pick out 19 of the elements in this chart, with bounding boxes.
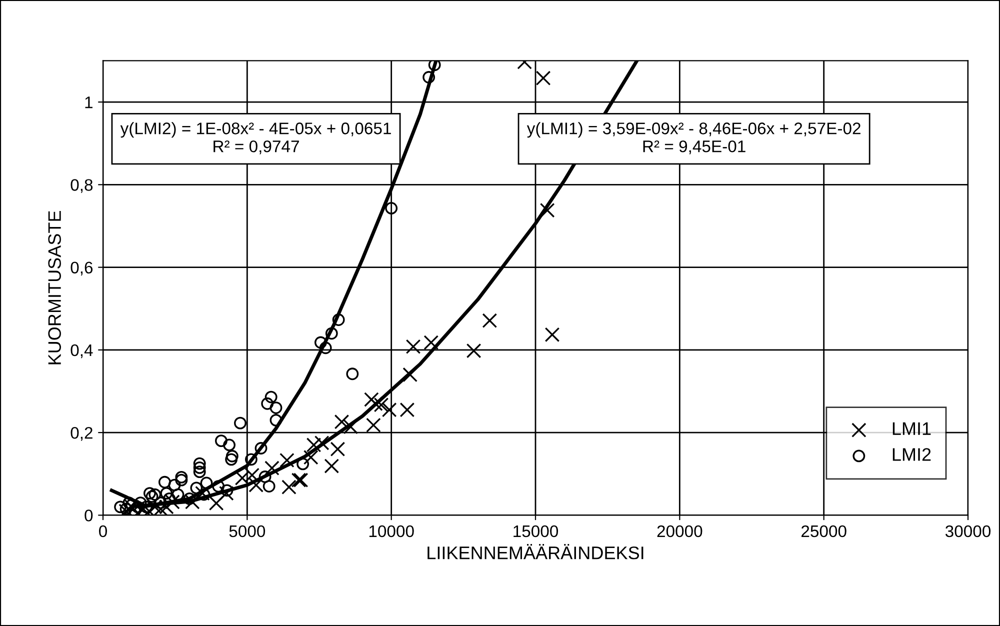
x-axis-title: LIIKENNEMÄÄRÄINDEKSI <box>428 544 644 560</box>
annotation: y(LMI2) = 1E-08x² - 4E-05x + 0,0651 R² = 0,9747 <box>120 122 391 154</box>
x-tick-label: 15000 <box>514 525 558 538</box>
y-tick-label: 0,6 <box>70 262 93 276</box>
x-tick-label: 30000 <box>945 525 991 538</box>
y-axis-title: KUORMITUSASTE <box>48 210 61 364</box>
x-tick-label: 25000 <box>802 525 846 538</box>
legend-label: LMI2 <box>892 448 931 461</box>
annotation: y(LMI1) = 3,59E-09x² - 8,46E-06x + 2,57E-02 R² = 9,45E-01 <box>526 122 860 154</box>
x-tick-label: 5000 <box>229 525 266 538</box>
y-tick-label: 0,2 <box>70 426 92 441</box>
legend-label: LMI1 <box>892 422 931 435</box>
y-tick-label: 0 <box>84 510 93 522</box>
x-tick-label: 0 <box>99 525 107 538</box>
y-tick-label: 0,8 <box>70 179 93 193</box>
x-tick-label: 10000 <box>369 525 414 538</box>
y-tick-label: 1 <box>85 96 92 108</box>
y-tick-label: 0,4 <box>70 344 93 358</box>
x-tick-label: 20000 <box>657 525 702 538</box>
